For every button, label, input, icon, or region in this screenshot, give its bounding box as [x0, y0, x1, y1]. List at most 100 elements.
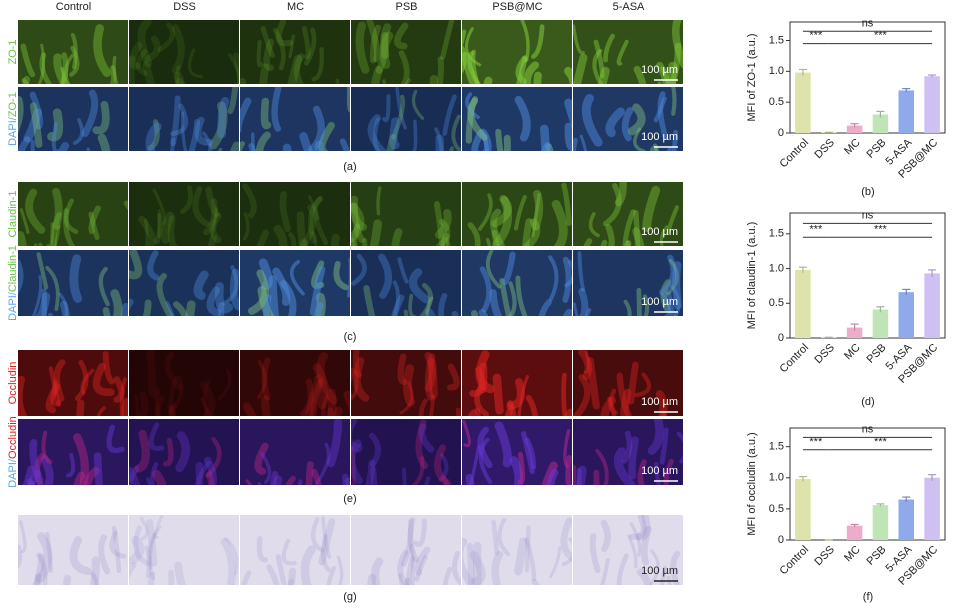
x-tick-label: DSS — [812, 544, 836, 568]
tissue-structure — [249, 146, 256, 186]
column-header: DSS — [173, 1, 196, 13]
tissue-structure — [406, 312, 408, 356]
tissue-glow — [351, 182, 461, 246]
row-label-part: Occludin — [7, 362, 19, 405]
tissue-glow — [129, 182, 239, 246]
micrograph — [462, 419, 572, 515]
tissue-structure — [455, 314, 462, 346]
y-axis-label: MFI of claudin-1 (a.u.) — [746, 222, 758, 330]
micrograph — [129, 87, 240, 189]
row-label: DAPI/ZO-1 — [7, 92, 19, 146]
row-label: ZO-1 — [7, 39, 19, 64]
tissue-glow — [462, 419, 572, 485]
row-label-part: DAPI/ — [7, 458, 19, 488]
bar — [847, 526, 863, 540]
row-label-part: DAPI/ — [7, 116, 19, 146]
tissue-glow — [462, 87, 572, 151]
column-header: Control — [56, 1, 91, 13]
bar — [873, 505, 889, 540]
row-label-part: Occludin — [7, 416, 19, 459]
micrograph — [18, 350, 136, 431]
micrograph — [351, 87, 467, 181]
scale-bar-label: 100 µm — [641, 226, 678, 238]
micrograph — [351, 515, 465, 606]
micrograph — [240, 250, 350, 345]
micrograph — [123, 250, 239, 344]
significance-label: *** — [809, 223, 823, 235]
row-label: Occludin — [7, 362, 19, 405]
micrograph — [124, 515, 239, 604]
panel-label: (g) — [343, 591, 356, 603]
y-tick-label: 1.5 — [769, 441, 784, 453]
tissue-glow — [18, 515, 128, 585]
tissue-glow — [129, 87, 239, 151]
row-label-part: Claudin-1 — [7, 190, 19, 237]
micrograph — [126, 419, 239, 519]
column-header: MC — [287, 1, 304, 13]
tissue-glow — [129, 350, 239, 416]
tissue-structure — [82, 149, 90, 188]
scale-bar-label: 100 µm — [641, 465, 678, 477]
tissue-glow — [240, 87, 350, 151]
significance-label: *** — [874, 223, 888, 235]
x-tick-label: DSS — [812, 137, 836, 161]
tissue-glow — [240, 515, 350, 585]
tissue-glow — [129, 419, 239, 485]
tissue-glow — [18, 419, 128, 485]
x-tick-label: MC — [842, 342, 863, 363]
x-tick-label: Control — [778, 544, 812, 578]
significance-label: ns — [862, 209, 874, 221]
row-label-part: ZO-1 — [7, 39, 19, 64]
panel-label: (d) — [861, 396, 874, 408]
y-tick-label: 0.5 — [769, 96, 784, 108]
y-tick-label: 1.5 — [769, 228, 784, 240]
column-header: PSB — [395, 1, 417, 13]
x-tick-label: MC — [842, 137, 863, 158]
tissue-glow — [18, 182, 128, 246]
scale-bar-label: 100 µm — [641, 296, 678, 308]
micrograph — [240, 419, 356, 524]
y-tick-label: 1.0 — [769, 262, 784, 274]
panel-label: (c) — [344, 331, 357, 343]
tissue-structure — [565, 313, 574, 347]
x-tick-label: DSS — [812, 342, 836, 366]
tissue-structure — [540, 146, 547, 182]
micrograph — [10, 250, 128, 349]
y-tick-label: 0 — [778, 127, 784, 139]
tissue-structure — [648, 150, 654, 173]
y-tick-label: 0 — [778, 332, 784, 344]
tissue-structure — [447, 148, 457, 173]
tissue-glow — [129, 250, 239, 316]
tissue-glow — [462, 182, 572, 246]
panel-label: (b) — [861, 186, 874, 198]
tissue-structure — [278, 148, 288, 170]
micrograph — [351, 250, 462, 356]
tissue-glow — [240, 20, 350, 84]
tissue-glow — [462, 20, 572, 84]
tissue-glow — [462, 350, 572, 416]
tissue-glow — [351, 515, 461, 585]
tissue-glow — [18, 20, 128, 84]
tissue-structure — [662, 149, 669, 170]
bar — [924, 478, 940, 540]
scale-bar-label: 100 µm — [641, 565, 678, 577]
micrograph — [459, 515, 576, 606]
micrograph — [573, 515, 683, 606]
tissue-glow — [18, 350, 128, 416]
bar — [924, 273, 940, 338]
tissue-glow — [18, 250, 128, 316]
y-tick-label: 0.5 — [769, 297, 784, 309]
column-header: 5-ASA — [613, 1, 645, 13]
bar — [795, 479, 811, 540]
panel-label: (a) — [343, 161, 356, 173]
bar — [899, 292, 915, 338]
y-tick-label: 0 — [778, 534, 784, 546]
micrograph — [347, 419, 461, 518]
x-tick-label: Control — [778, 342, 812, 376]
tissue-glow — [240, 182, 350, 246]
bar — [899, 90, 915, 133]
micrograph — [240, 515, 350, 606]
micrograph — [234, 87, 352, 188]
tissue-glow — [462, 250, 572, 316]
